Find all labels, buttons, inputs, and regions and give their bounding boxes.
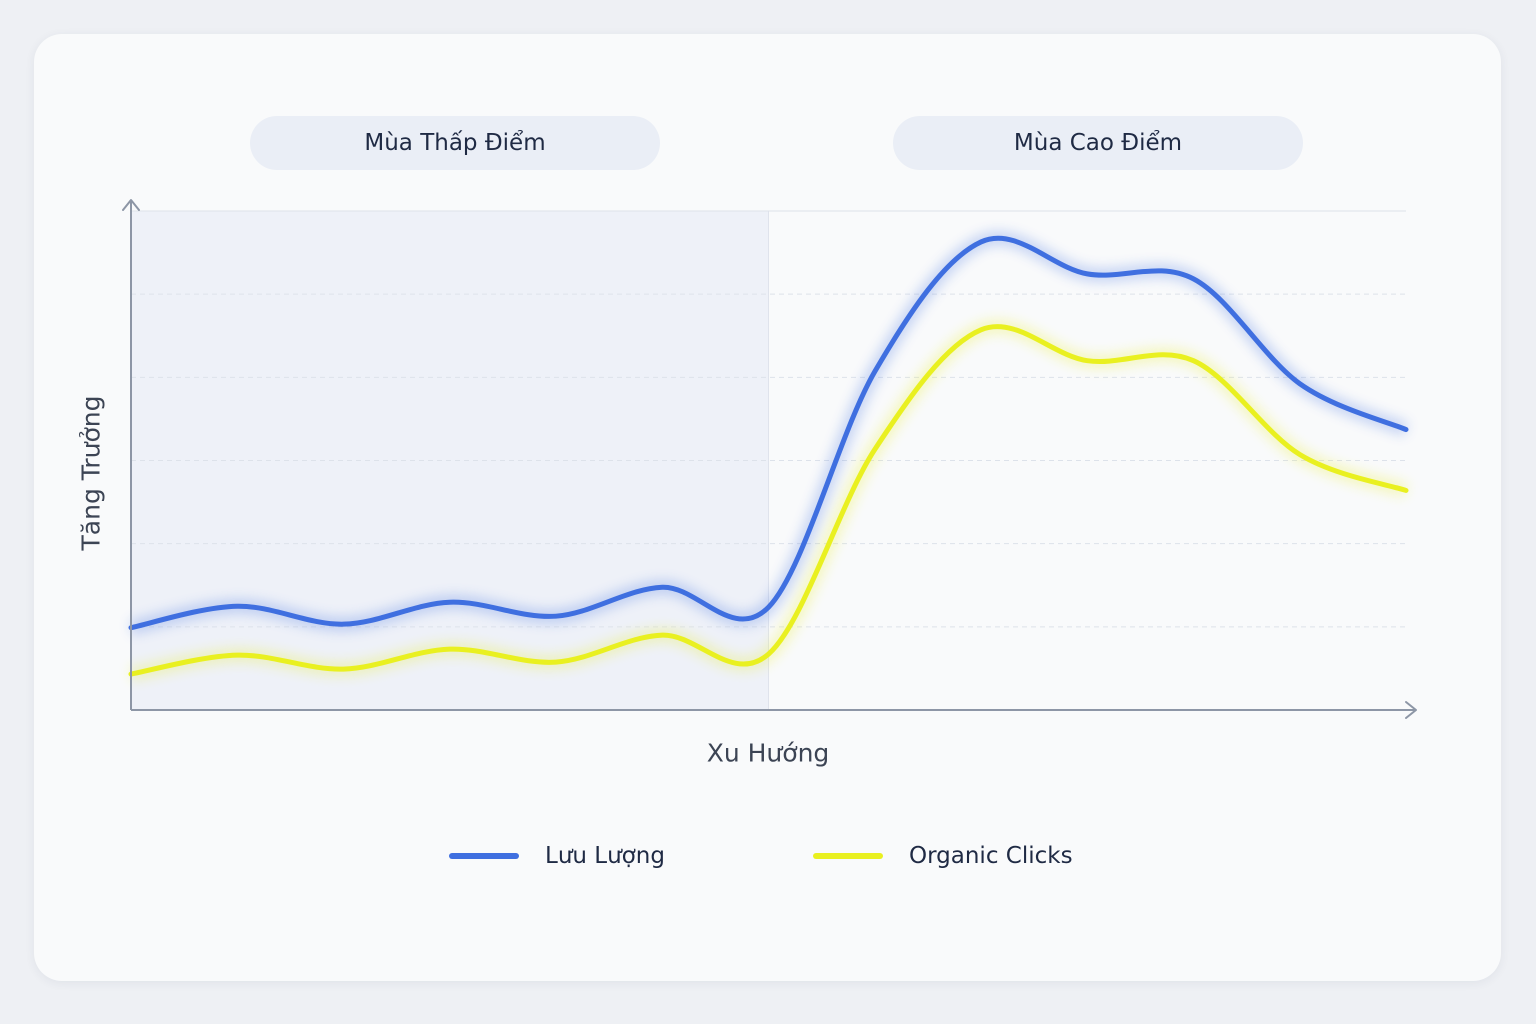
x-axis-label: Xu Hướng [706,738,830,768]
high-season-label: Mùa Cao Điểm [893,116,1303,170]
legend-item-traffic: Lưu Lượng [449,838,665,874]
series-line-traffic [128,235,1409,631]
low-season-label: Mùa Thấp Điểm [250,116,660,170]
y-axis-label: Tăng Trưởng [76,395,106,551]
series-line-organic-clicks [128,324,1409,677]
legend-swatch-traffic [449,853,519,859]
y-axis-arrow-icon [122,199,140,211]
legend-label-traffic: Lưu Lượng [545,843,665,869]
legend-label-organic: Organic Clicks [909,843,1073,869]
legend-swatch-organic [813,853,883,859]
legend-item-organic: Organic Clicks [813,838,1073,874]
x-axis-arrow-icon [1405,701,1417,719]
